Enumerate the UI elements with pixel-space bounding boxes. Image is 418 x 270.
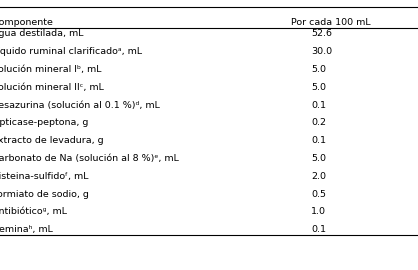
Text: 5.0: 5.0 (311, 65, 326, 74)
Text: Opticase-peptona, g: Opticase-peptona, g (0, 118, 89, 127)
Text: 5.0: 5.0 (311, 83, 326, 92)
Text: 0.1: 0.1 (311, 136, 326, 145)
Text: 0.2: 0.2 (311, 118, 326, 127)
Text: Heminaʰ, mL: Heminaʰ, mL (0, 225, 54, 234)
Text: Componente: Componente (0, 18, 54, 28)
Text: 0.5: 0.5 (311, 190, 326, 199)
Text: 30.0: 30.0 (311, 47, 333, 56)
Text: Formiato de sodio, g: Formiato de sodio, g (0, 190, 89, 199)
Text: Antibióticoᶢ, mL: Antibióticoᶢ, mL (0, 207, 67, 217)
Text: Extracto de levadura, g: Extracto de levadura, g (0, 136, 104, 145)
Text: 0.1: 0.1 (311, 100, 326, 110)
Text: Líquido ruminal clarificadoᵃ, mL: Líquido ruminal clarificadoᵃ, mL (0, 47, 143, 56)
Text: 52.6: 52.6 (311, 29, 332, 38)
Text: Resazurina (solución al 0.1 %)ᵈ, mL: Resazurina (solución al 0.1 %)ᵈ, mL (0, 100, 161, 110)
Text: 2.0: 2.0 (311, 172, 326, 181)
Text: Agua destilada, mL: Agua destilada, mL (0, 29, 84, 38)
Text: Solución mineral IIᶜ, mL: Solución mineral IIᶜ, mL (0, 83, 104, 92)
Text: Por cada 100 mL: Por cada 100 mL (291, 18, 370, 28)
Text: 5.0: 5.0 (311, 154, 326, 163)
Text: Carbonato de Na (solución al 8 %)ᵉ, mL: Carbonato de Na (solución al 8 %)ᵉ, mL (0, 154, 179, 163)
Text: Cisteina-sulfidoᶠ, mL: Cisteina-sulfidoᶠ, mL (0, 172, 89, 181)
Text: 0.1: 0.1 (311, 225, 326, 234)
Text: Solución mineral Iᵇ, mL: Solución mineral Iᵇ, mL (0, 65, 102, 74)
Text: 1.0: 1.0 (311, 207, 326, 217)
